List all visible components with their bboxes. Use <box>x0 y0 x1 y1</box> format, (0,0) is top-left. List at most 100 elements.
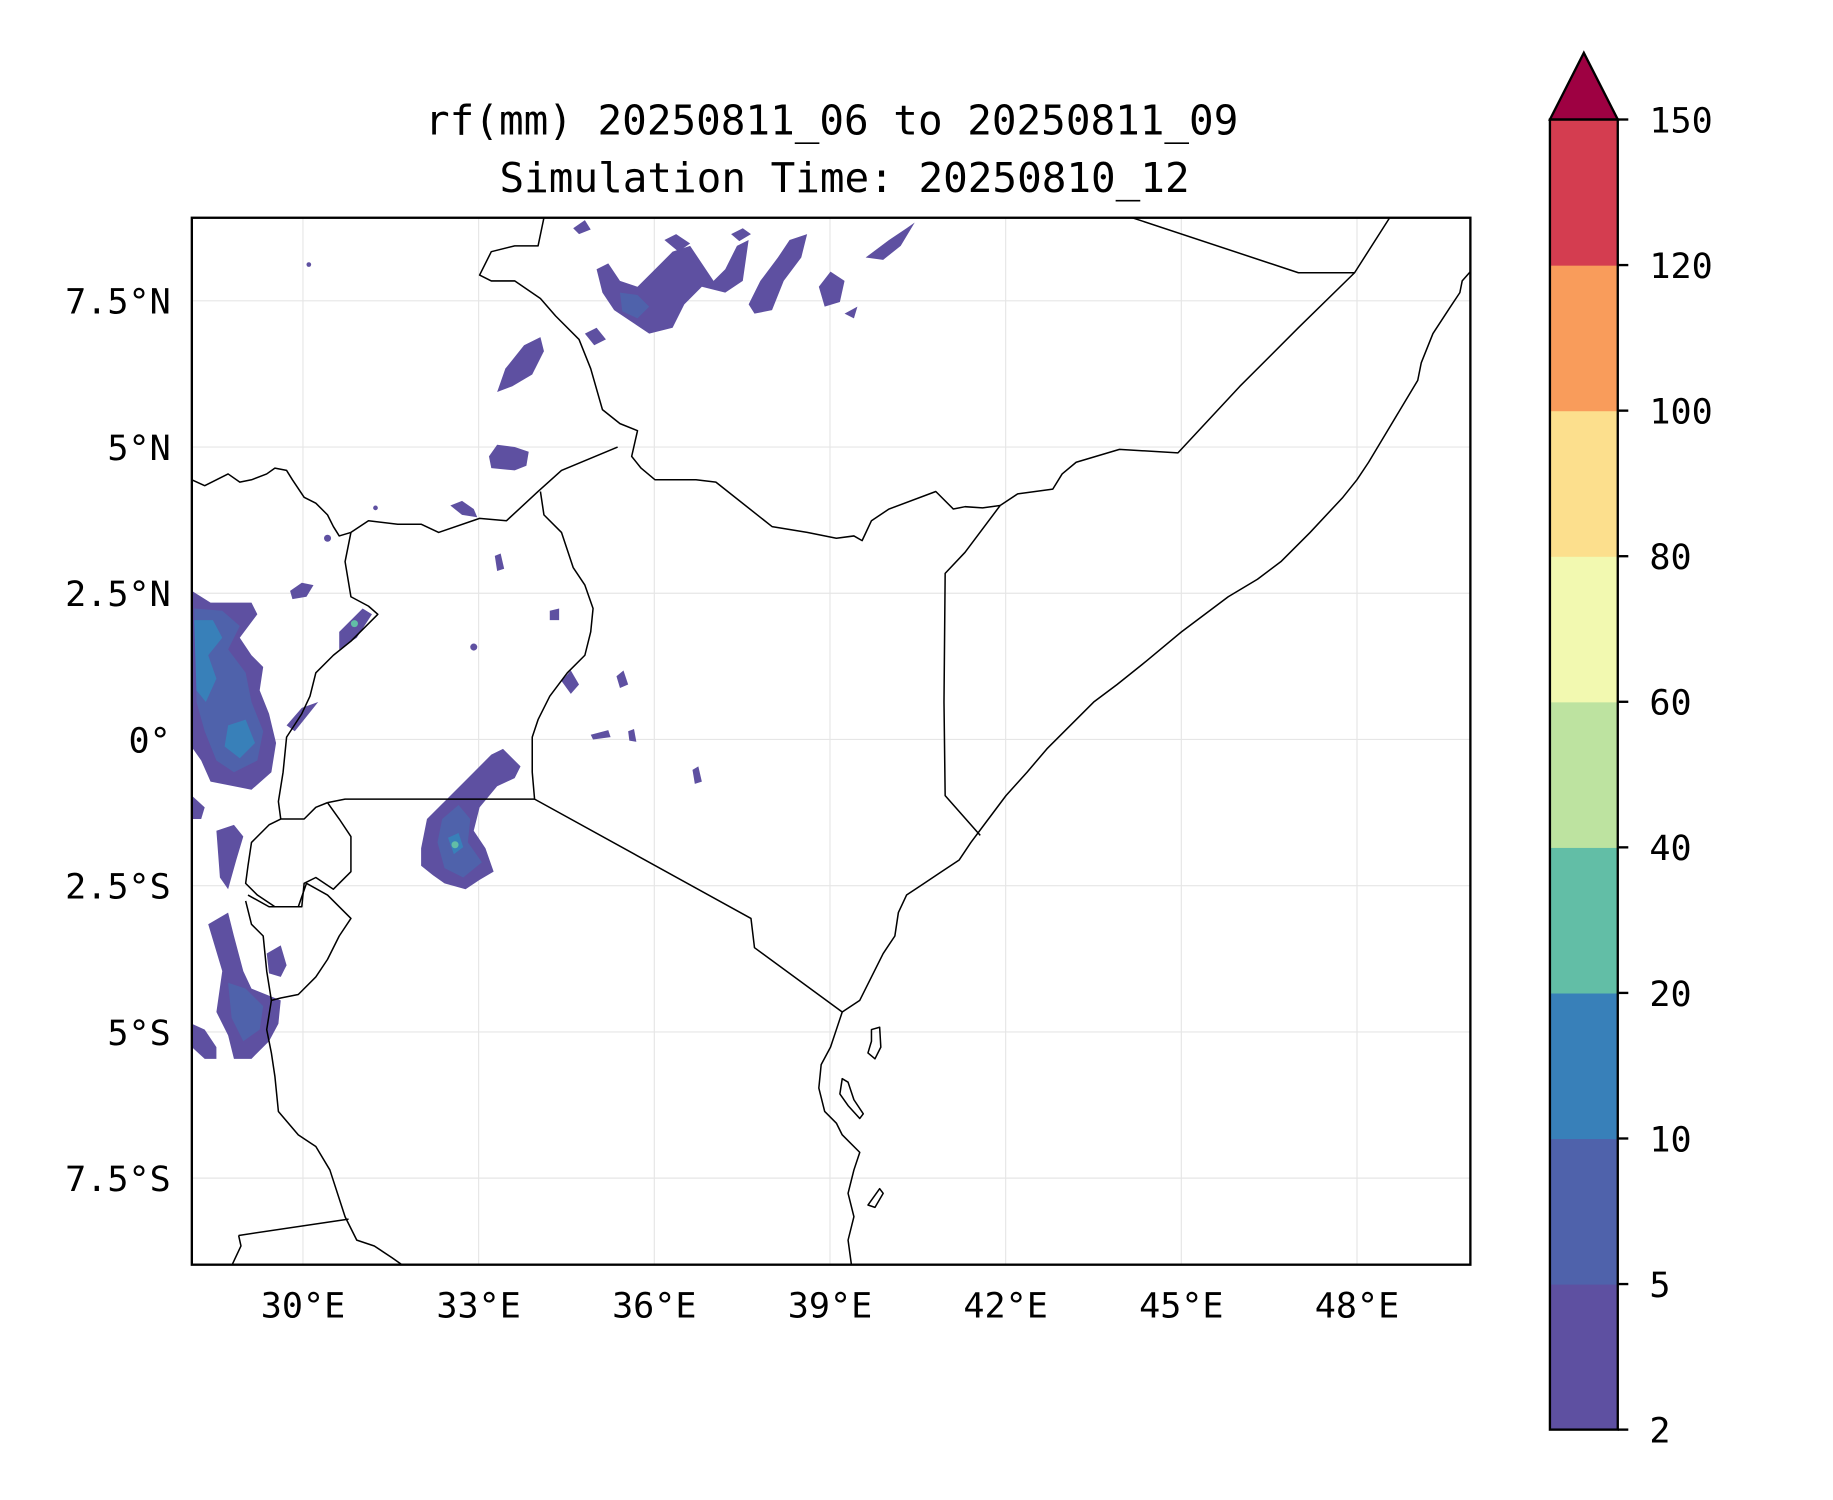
colorbar-tick-label: 2 <box>1649 1410 1670 1451</box>
rain-patch <box>290 582 314 600</box>
rainfall-contours <box>191 220 915 1059</box>
colorbar-segment <box>1549 265 1618 412</box>
x-tick-label: 48°E <box>1315 1285 1399 1326</box>
colorbar-segment <box>1549 556 1618 703</box>
rain-patch <box>748 234 808 314</box>
border-kenya-uganda <box>531 491 594 800</box>
rain-patch <box>373 505 378 511</box>
rain-patch <box>450 500 478 518</box>
y-tick-label: 2.5°S <box>65 867 171 908</box>
colorbar-segment <box>1549 410 1618 557</box>
y-tick-label: 7.5°S <box>65 1159 171 1200</box>
rain-patch <box>664 234 691 252</box>
rain-patch <box>561 670 580 694</box>
y-tick-label: 5°S <box>107 1013 170 1054</box>
rain-patch <box>692 766 702 784</box>
chart-title-line-1: rf(mm) 20250811_06 to 20250811_09 <box>425 97 1238 145</box>
rain-patch <box>573 220 591 235</box>
rain-patch <box>224 719 256 759</box>
rain-patch <box>584 327 606 346</box>
colorbar-segment <box>1549 1284 1618 1431</box>
y-axis-ticks: 7.5°N 5°N 2.5°N 0° 2.5°S 5°S 7.5°S <box>65 282 171 1200</box>
rain-patch <box>324 534 332 542</box>
y-tick-label: 2.5°N <box>65 574 171 615</box>
x-tick-label: 33°E <box>436 1285 520 1326</box>
colorbar-tick-label: 150 <box>1649 100 1712 141</box>
rain-patch <box>191 795 205 820</box>
rain-patch <box>549 608 560 621</box>
rain-patch <box>350 620 358 628</box>
colorbar-segment <box>1549 992 1618 1140</box>
rain-patch <box>590 730 611 740</box>
island-mafia <box>867 1187 884 1209</box>
coastline <box>818 271 1471 1265</box>
border-tanzania-zambia <box>238 1218 349 1237</box>
country-borders-and-coastlines <box>191 217 1471 1265</box>
rain-patch <box>488 444 529 471</box>
colorbar-segment <box>1549 701 1618 848</box>
colorbar: 2 5 10 20 40 60 80 100 120 150 <box>1548 50 1713 1451</box>
border-zambia-drc <box>231 1235 242 1265</box>
border-tanzania-drc <box>265 1000 404 1265</box>
rain-patch <box>208 912 281 1059</box>
rain-patch <box>339 608 372 650</box>
x-tick-label: 36°E <box>612 1285 696 1326</box>
border-rwanda <box>244 801 352 908</box>
rain-patch <box>596 239 749 334</box>
x-axis-ticks: 30°E 33°E 36°E 39°E 42°E 45°E 48°E <box>261 1285 1400 1326</box>
colorbar-segment <box>1549 1138 1618 1285</box>
x-tick-label: 42°E <box>963 1285 1047 1326</box>
border-burundi <box>244 882 352 1002</box>
colorbar-tick-label: 10 <box>1649 1119 1691 1160</box>
rain-patch <box>191 1023 217 1059</box>
border-south-sudan-drc <box>191 467 352 537</box>
y-tick-label: 5°N <box>107 428 170 469</box>
colorbar-tick-label: 40 <box>1649 828 1691 869</box>
island-pemba <box>839 1077 865 1120</box>
colorbar-segment <box>1549 847 1618 994</box>
colorbar-tick-label: 20 <box>1649 974 1691 1015</box>
rain-patch <box>494 553 505 572</box>
x-tick-label: 45°E <box>1139 1285 1223 1326</box>
chart-title-line-2: Simulation Time: 20250810_12 <box>500 154 1190 202</box>
rain-patch <box>616 670 629 689</box>
border-kenya-south-sudan <box>350 446 618 534</box>
colorbar-tick-label: 60 <box>1649 683 1691 724</box>
rain-patch <box>619 292 650 319</box>
rain-patch <box>844 306 858 319</box>
border-uganda-drc <box>277 532 379 820</box>
map-axes-frame <box>190 216 1472 1266</box>
rain-patch <box>497 337 544 393</box>
rain-patch <box>194 620 223 703</box>
x-tick-label: 39°E <box>788 1285 872 1326</box>
colorbar-tick-label: 5 <box>1649 1265 1670 1306</box>
colorbar-extend-max-triangle <box>1548 50 1620 121</box>
border-uganda-tanzania <box>327 798 535 804</box>
y-tick-label: 7.5°N <box>65 282 171 323</box>
border-ethiopia-north <box>1132 217 1355 274</box>
x-tick-label: 30°E <box>261 1285 345 1326</box>
colorbar-segment <box>1549 119 1618 266</box>
rain-patch <box>451 841 459 849</box>
island-zanzibar <box>867 1026 882 1060</box>
rain-patch <box>865 222 915 260</box>
rain-patch <box>628 728 637 742</box>
rain-patch <box>266 945 287 977</box>
border-kenya-somalia <box>943 505 1001 836</box>
rain-patch <box>228 982 264 1042</box>
rain-patch <box>731 228 751 242</box>
map-axes <box>191 217 1471 1265</box>
colorbar-frame <box>1548 118 1619 1431</box>
colorbar-tick-label: 100 <box>1649 392 1712 433</box>
colorbar-tick-label: 120 <box>1649 246 1712 287</box>
gridlines <box>191 217 1471 1265</box>
rain-patch <box>306 262 312 267</box>
y-tick-label: 0° <box>129 720 171 761</box>
colorbar-tick-label: 80 <box>1649 537 1691 578</box>
rain-patch <box>216 824 244 890</box>
border-somalia-ethiopia <box>999 217 1391 507</box>
border-kenya-ethiopia <box>478 217 1001 542</box>
rain-patch <box>470 643 478 651</box>
border-kenya-tanzania <box>534 798 843 1013</box>
